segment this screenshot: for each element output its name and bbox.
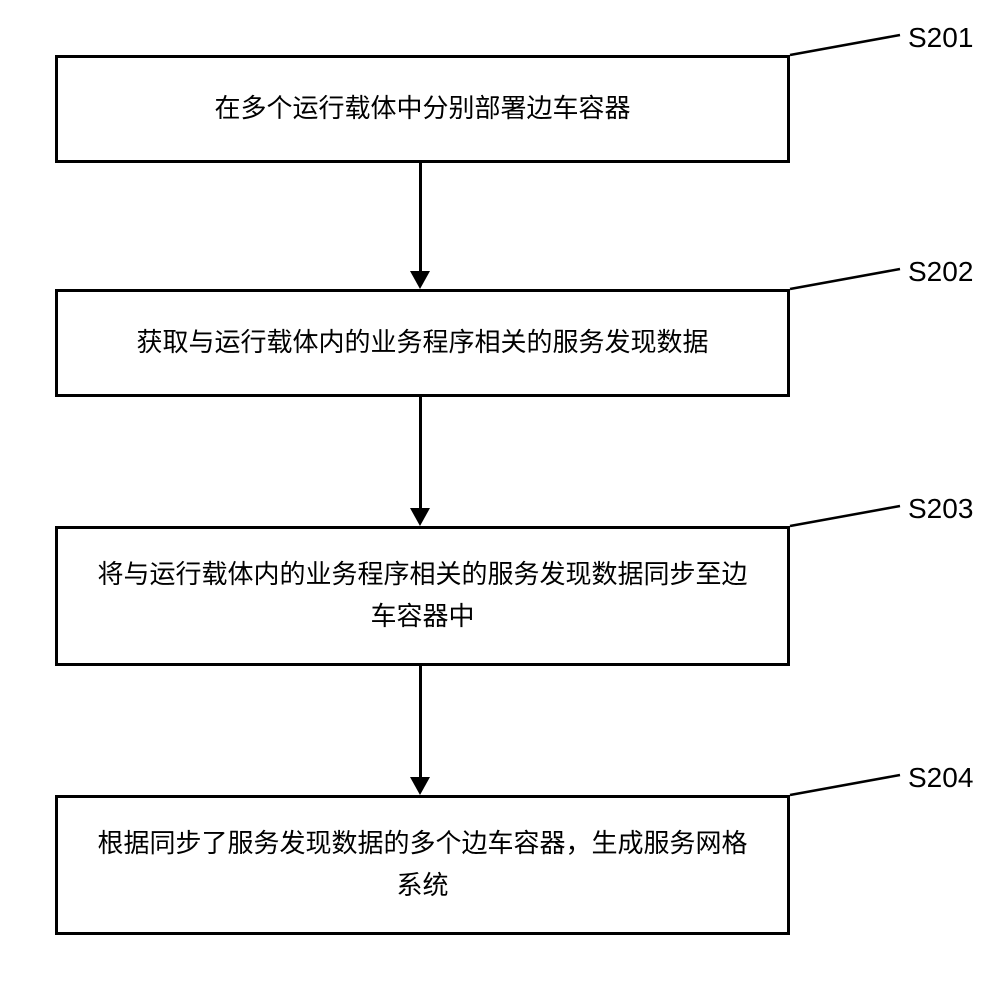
step-label-s203: S203 (908, 493, 973, 525)
node-text: 在多个运行载体中分别部署边车容器 (214, 88, 630, 130)
arrow-line-3 (419, 666, 422, 777)
step-label-s201: S201 (908, 22, 973, 54)
arrow-line-1 (419, 163, 422, 271)
flowchart-node-s204: 根据同步了服务发现数据的多个边车容器，生成服务网格系统 (55, 795, 790, 935)
arrow-head-3 (410, 777, 430, 795)
node-text: 将与运行载体内的业务程序相关的服务发现数据同步至边车容器中 (88, 554, 757, 637)
step-label-s202: S202 (908, 256, 973, 288)
node-text: 根据同步了服务发现数据的多个边车容器，生成服务网格系统 (88, 823, 757, 906)
step-label-s204: S204 (908, 762, 973, 794)
flowchart-node-s201: 在多个运行载体中分别部署边车容器 (55, 55, 790, 163)
flowchart-node-s203: 将与运行载体内的业务程序相关的服务发现数据同步至边车容器中 (55, 526, 790, 666)
flowchart-node-s202: 获取与运行载体内的业务程序相关的服务发现数据 (55, 289, 790, 397)
arrow-line-2 (419, 397, 422, 508)
arrow-head-1 (410, 271, 430, 289)
arrow-head-2 (410, 508, 430, 526)
flowchart-container: 在多个运行载体中分别部署边车容器 S201 获取与运行载体内的业务程序相关的服务… (0, 0, 1000, 987)
node-text: 获取与运行载体内的业务程序相关的服务发现数据 (136, 322, 708, 364)
